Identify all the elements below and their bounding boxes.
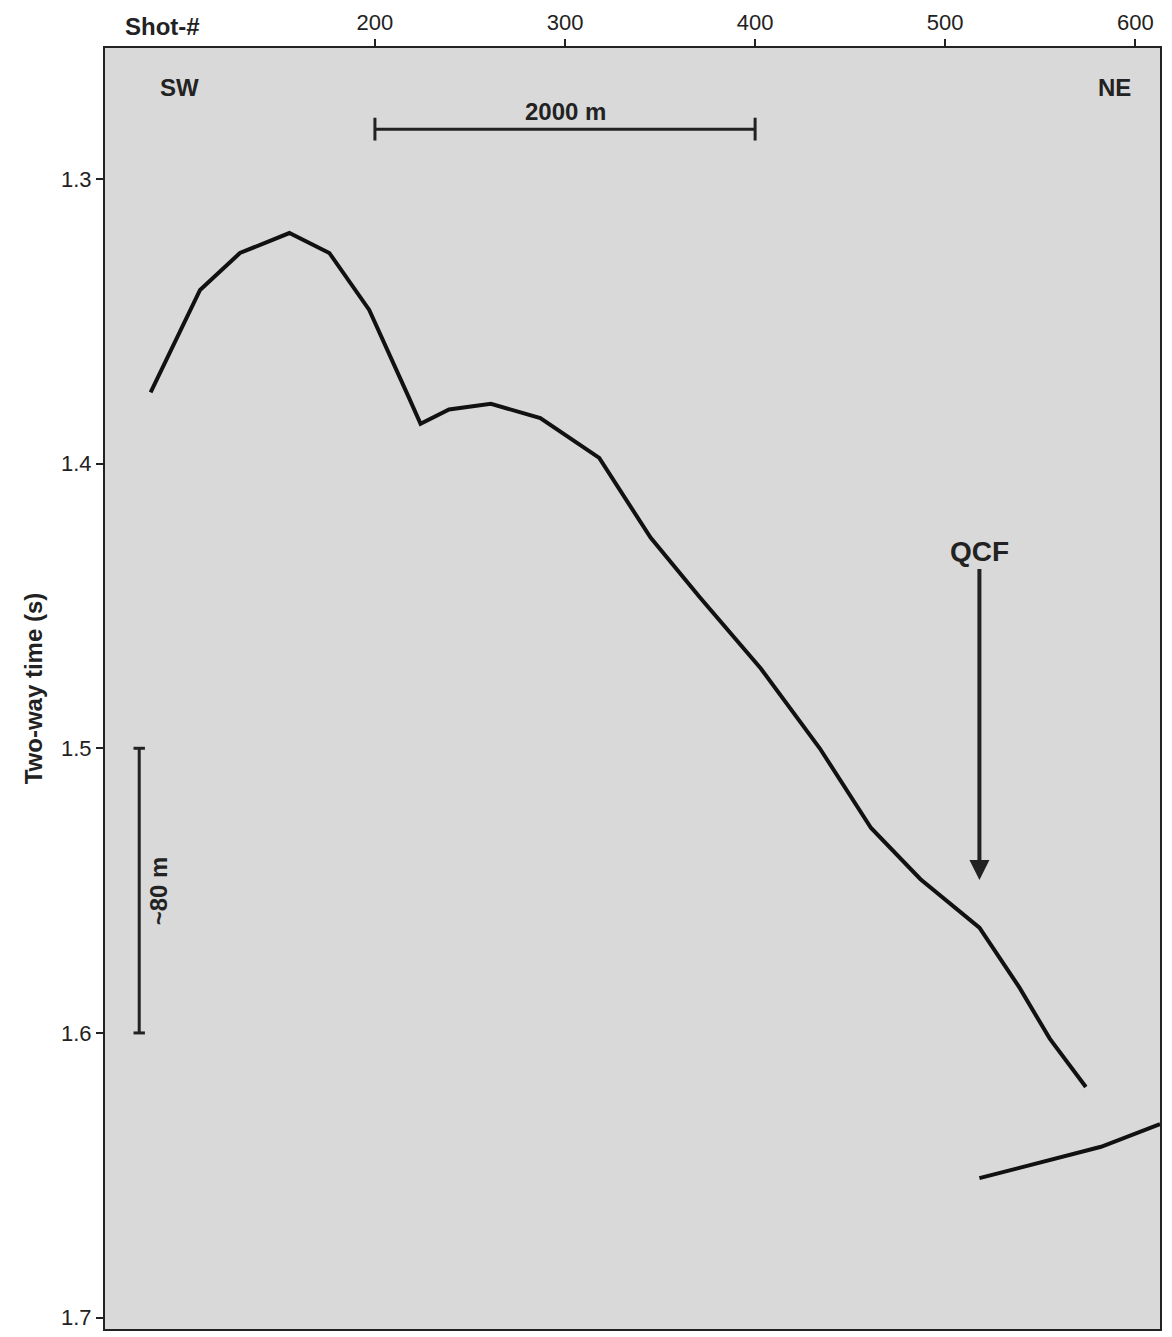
- svg-text:500: 500: [927, 10, 964, 35]
- svg-text:400: 400: [737, 10, 774, 35]
- svg-text:300: 300: [547, 10, 584, 35]
- svg-text:2000 m: 2000 m: [525, 98, 606, 125]
- svg-text:1.5: 1.5: [61, 736, 92, 761]
- svg-text:200: 200: [357, 10, 394, 35]
- svg-text:1.3: 1.3: [61, 167, 92, 192]
- svg-text:1.6: 1.6: [61, 1021, 92, 1046]
- svg-text:NE: NE: [1098, 74, 1131, 101]
- svg-text:~80 m: ~80 m: [145, 857, 172, 926]
- svg-text:1.7: 1.7: [61, 1305, 92, 1330]
- svg-text:1.4: 1.4: [61, 451, 92, 476]
- svg-text:600: 600: [1117, 10, 1154, 35]
- svg-text:Shot-#: Shot-#: [125, 13, 200, 40]
- svg-text:QCF: QCF: [950, 536, 1009, 567]
- svg-text:Two-way time (s): Two-way time (s): [20, 593, 47, 785]
- svg-text:SW: SW: [160, 74, 199, 101]
